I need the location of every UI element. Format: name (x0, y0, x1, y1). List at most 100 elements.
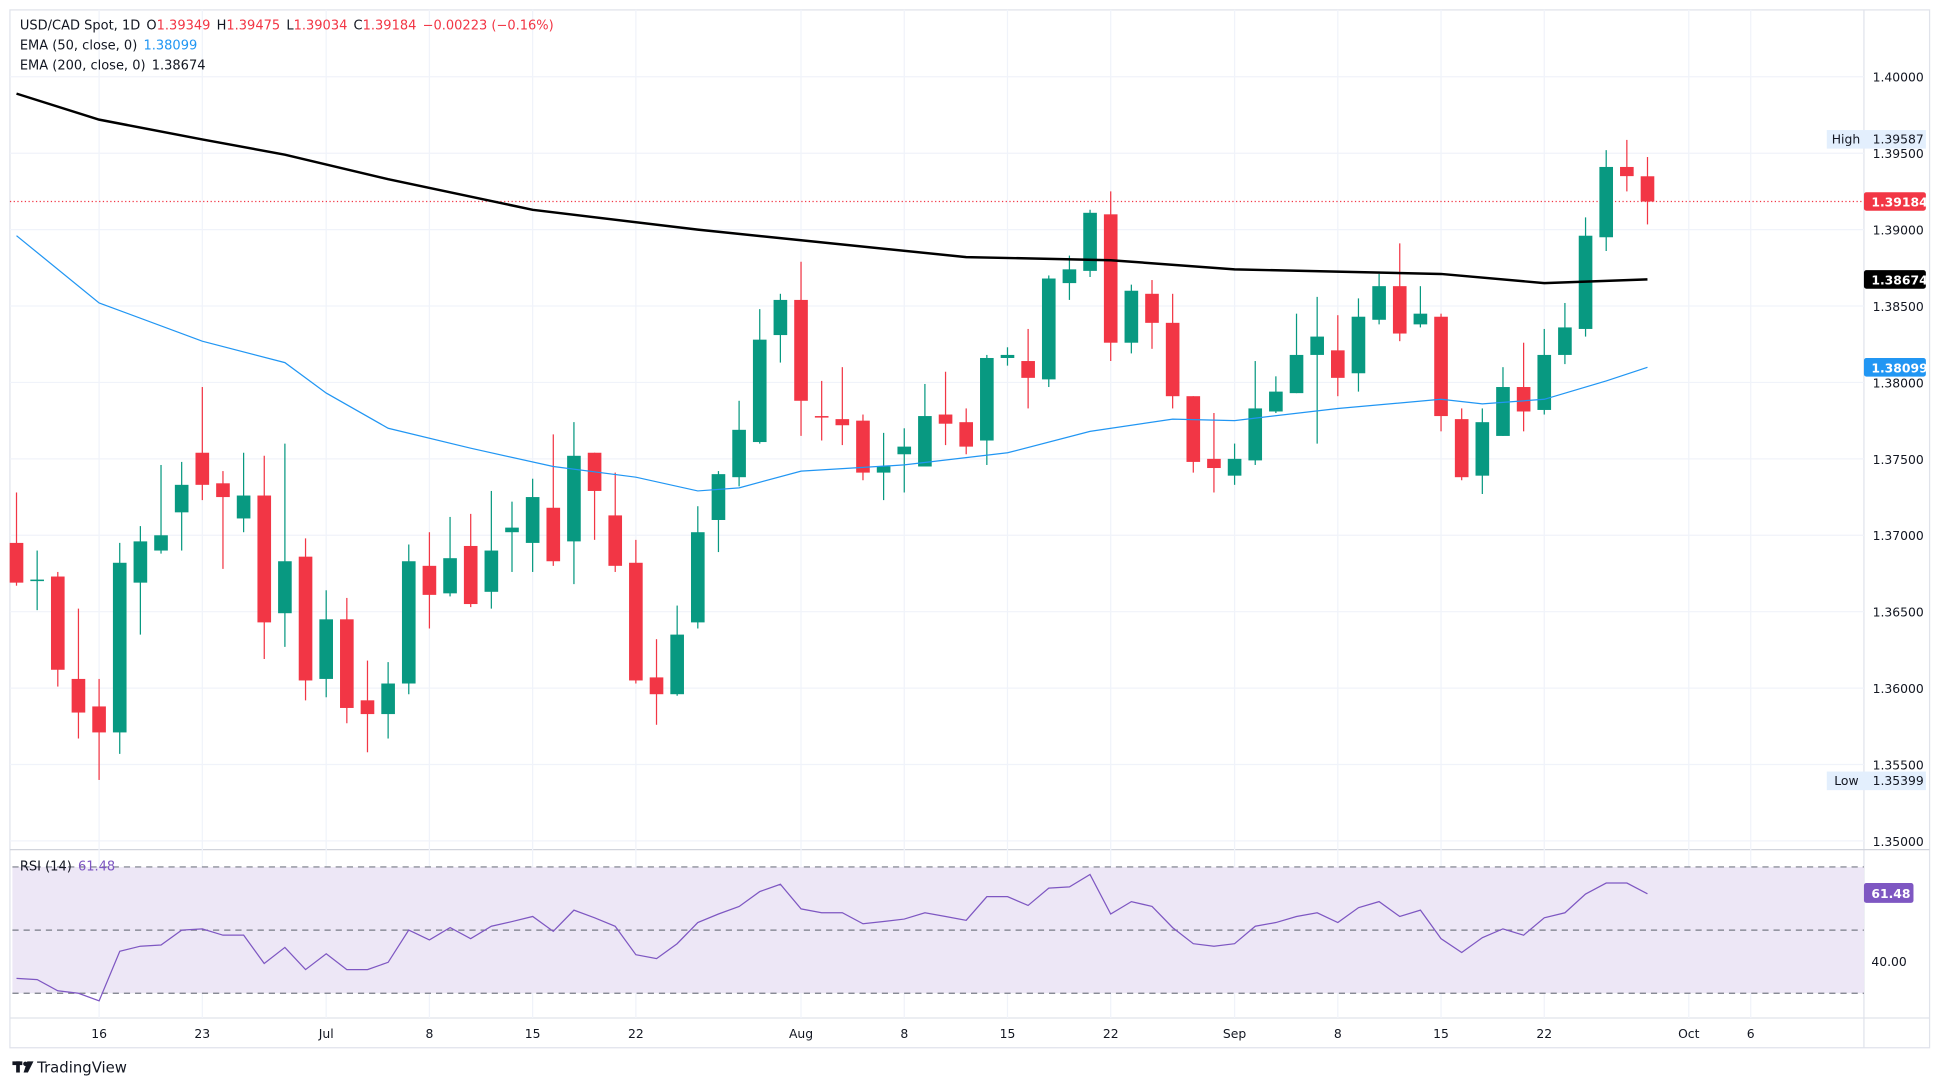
candle-08-27 (1165, 293, 1180, 409)
candle-body (319, 619, 333, 679)
legend-ema200[interactable]: EMA (200, close, 0) 1.38674 (20, 58, 206, 73)
candle-07-02 (340, 597, 354, 724)
tradingview-logo[interactable]: TradingView (12, 1059, 127, 1077)
candle-body (1537, 354, 1552, 410)
candle-body (918, 416, 932, 467)
candle-07-21 (608, 472, 623, 572)
candle-body (752, 339, 767, 443)
candle-06-12 (50, 571, 65, 687)
candle-08-13 (959, 408, 974, 455)
candle-body (401, 561, 416, 684)
candle-07-10 (463, 513, 478, 608)
price-axis[interactable]: 1.40000 1.39500 1.39000 1.38500 1.38000 1.375… (1873, 71, 1924, 849)
candle-06-11 (30, 550, 44, 611)
candle-09-08 (1330, 315, 1345, 397)
candle-body (92, 706, 106, 733)
candle-07-17 (567, 422, 581, 585)
candle-body (980, 357, 994, 441)
candle-body (1351, 316, 1366, 374)
legend-rsi[interactable]: RSI (14) 61.48 (20, 860, 115, 875)
candle-body (1620, 166, 1634, 177)
candle-06-23 (195, 387, 210, 501)
candle-06-19 (154, 464, 168, 554)
candle-body (9, 542, 24, 583)
candle-08-06 (856, 414, 870, 481)
candle-body (1516, 387, 1531, 412)
date-tick-label: 15 (525, 1027, 541, 1041)
candle-08-28 (1186, 396, 1201, 473)
candle-body (794, 299, 808, 401)
legend-ema50[interactable]: EMA (50, close, 0) 1.38099 (20, 39, 197, 54)
candle-09-23 (1558, 302, 1572, 365)
price-tick-label: 1.35000 (1873, 835, 1924, 849)
candle-07-04 (381, 662, 395, 739)
date-tick-label: Oct (1678, 1027, 1700, 1041)
candle-06-24 (216, 471, 230, 569)
candle-body (1558, 327, 1572, 355)
candle-body (876, 466, 891, 473)
ema200-line (16, 92, 1648, 285)
candle-09-12 (1413, 286, 1428, 328)
candle-body (546, 507, 561, 562)
candle-07-22 (629, 539, 643, 684)
candle-body (236, 495, 251, 519)
price-tick-label: 1.36000 (1873, 682, 1924, 696)
candle-body (112, 562, 127, 733)
candle-06-27 (278, 443, 292, 647)
candle-body (1186, 396, 1201, 462)
candle-08-14 (980, 354, 994, 465)
candle-06-17 (112, 542, 127, 754)
legend-main[interactable]: USD/CAD Spot, 1D O1.39349 H1.39475 L1.39034… (20, 19, 554, 34)
candle-07-24 (670, 605, 684, 696)
candle-06-30 (298, 538, 313, 701)
candle-06-26 (257, 455, 272, 660)
svg-text:1.35399: 1.35399 (1873, 774, 1924, 788)
candle-07-30 (752, 309, 767, 444)
candle-body (1413, 313, 1428, 325)
price-tick-label: 1.35500 (1873, 758, 1924, 772)
date-tick-label: 15 (1433, 1027, 1449, 1041)
rsi-line (16, 873, 1648, 1002)
candle-09-11 (1392, 243, 1407, 342)
candle-body (1145, 293, 1159, 323)
candle-body (1496, 387, 1510, 436)
candle-body (1289, 354, 1304, 394)
candle-07-29 (732, 400, 746, 487)
candle-body (278, 561, 292, 614)
candle-body (174, 484, 189, 513)
candle-body (1392, 286, 1407, 334)
ema50-tag: 1.38099 (1863, 358, 1928, 377)
candle-body (567, 455, 581, 542)
candle-07-28 (711, 471, 726, 553)
ema200-tag-value: 1.38674 (1871, 273, 1928, 287)
candle-09-03 (1269, 376, 1283, 414)
candle-07-15 (525, 478, 540, 572)
candle-07-25 (690, 506, 705, 629)
candle-07-23 (649, 639, 664, 725)
price-tick-label: 1.36500 (1873, 606, 1924, 620)
time-axis[interactable]: 16 23 Jul 8 15 22 Aug 8 15 22 Sep 8 15 22 Oct 6 (91, 1027, 1755, 1041)
candle-06-25 (236, 452, 251, 533)
candle-body (897, 446, 912, 455)
candle-body (629, 562, 643, 681)
price-tick-label: 1.40000 (1873, 71, 1924, 85)
candle-09-19 (1516, 342, 1531, 432)
ema50-tag-value: 1.38099 (1871, 361, 1927, 375)
candle-body (1372, 286, 1386, 320)
candle-body (340, 619, 354, 708)
candle-body (30, 579, 44, 582)
candle-body (1083, 212, 1097, 271)
candle-body (690, 532, 705, 623)
ema50-line (16, 235, 1648, 492)
candle-body (649, 677, 664, 695)
last-price-tag-bg (1863, 192, 1926, 211)
candle-body (732, 429, 746, 478)
high-marker: High 1.39587 (1826, 130, 1926, 149)
candle-06-10 (9, 492, 24, 586)
candle-06-20 (174, 461, 189, 551)
ema200-tag: 1.38674 (1863, 270, 1928, 289)
date-tick-label: Sep (1223, 1027, 1246, 1041)
svg-text:High: High (1832, 133, 1860, 147)
date-tick-label: 8 (1334, 1027, 1342, 1041)
